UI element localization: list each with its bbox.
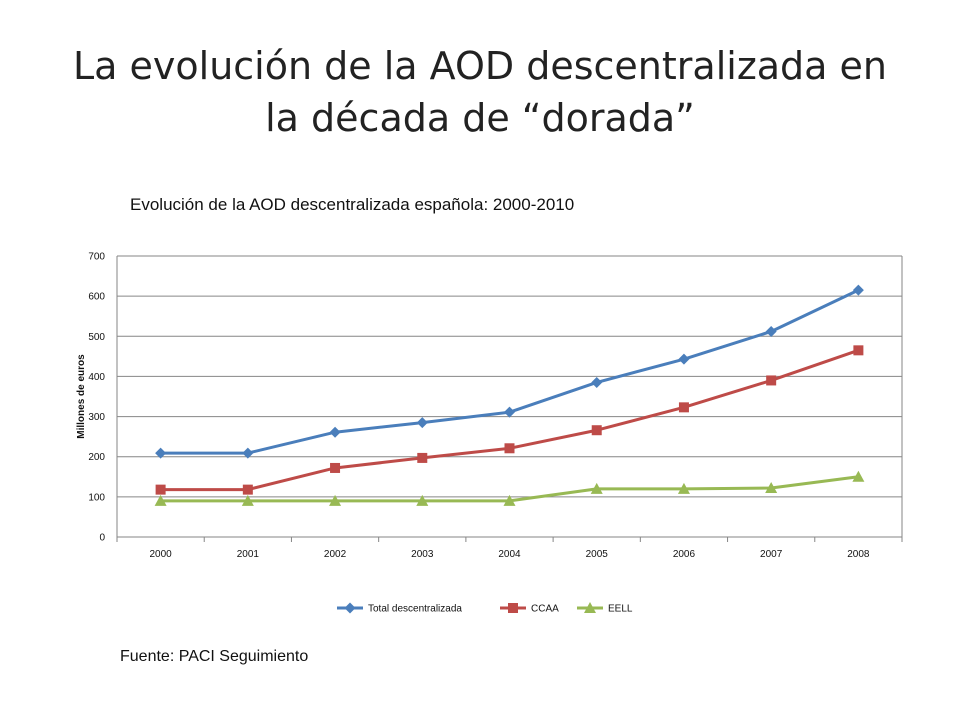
- x-tick-label: 2000: [149, 549, 172, 560]
- data-point: [504, 406, 515, 418]
- data-point: [591, 376, 603, 388]
- legend-item: EELL: [577, 602, 633, 615]
- x-tick-label: 2002: [324, 549, 347, 560]
- data-point: [330, 462, 341, 473]
- data-point: [853, 345, 864, 356]
- data-point: [852, 470, 865, 482]
- x-tick-label: 2004: [498, 549, 521, 560]
- slide-title: La evolución de la AOD descentralizada e…: [73, 44, 887, 140]
- data-point: [242, 484, 253, 495]
- x-axis-ticks: 2000 2001 2002 2003 2004 2005 2006 2007 2008: [149, 549, 869, 560]
- data-point: [417, 452, 428, 463]
- legend-label: Total descentralizada: [368, 604, 462, 615]
- y-tick-label: 0: [99, 533, 105, 544]
- x-tick-label: 2008: [847, 549, 870, 560]
- data-point: [503, 494, 516, 506]
- data-point: [241, 494, 254, 506]
- x-tick-label: 2003: [411, 549, 434, 560]
- y-tick-label: 100: [88, 492, 105, 503]
- y-tick-label: 700: [88, 252, 105, 263]
- source-note: Fuente: PACI Seguimiento: [120, 648, 309, 665]
- chart-series: [154, 284, 865, 506]
- data-point: [329, 426, 341, 438]
- y-axis-ticks: 0 100 200 300 400 500 600 700: [88, 252, 105, 544]
- chart-title: Evolución de la AOD descentralizada espa…: [130, 195, 575, 214]
- x-tick-label: 2005: [586, 549, 609, 560]
- data-point: [591, 425, 602, 436]
- legend-label: EELL: [608, 604, 633, 615]
- data-point: [766, 375, 777, 386]
- series-2: [154, 470, 865, 506]
- series-line: [160, 348, 859, 492]
- x-tick-label: 2007: [760, 549, 783, 560]
- series-0: [155, 284, 864, 459]
- data-point: [155, 484, 166, 495]
- y-tick-label: 600: [88, 292, 105, 303]
- data-point: [677, 482, 690, 494]
- y-axis-label: Millones de euros: [76, 354, 87, 439]
- legend-marker: [508, 603, 518, 613]
- data-point: [765, 325, 777, 337]
- data-point: [852, 284, 864, 296]
- data-point: [155, 447, 167, 459]
- data-point: [154, 494, 167, 506]
- y-tick-label: 400: [88, 372, 105, 383]
- y-tick-label: 500: [88, 332, 105, 343]
- legend-marker: [584, 602, 596, 613]
- legend-item: CCAA: [500, 603, 559, 615]
- data-point: [678, 353, 690, 365]
- series-1: [155, 345, 864, 495]
- legend-marker: [344, 602, 356, 614]
- data-point: [416, 417, 428, 429]
- data-point: [590, 482, 603, 494]
- data-point: [329, 494, 342, 506]
- y-tick-label: 300: [88, 412, 105, 423]
- data-point: [416, 494, 429, 506]
- data-point: [765, 482, 778, 494]
- data-point: [242, 447, 254, 459]
- y-tick-label: 200: [88, 452, 105, 463]
- data-point: [678, 402, 689, 413]
- series-line: [160, 288, 860, 455]
- chart-legend: Total descentralizada CCAA EELL: [337, 602, 633, 615]
- x-tick-label: 2006: [673, 549, 696, 560]
- legend-item: Total descentralizada: [337, 602, 462, 615]
- data-point: [504, 443, 515, 454]
- x-tick-label: 2001: [237, 549, 260, 560]
- legend-label: CCAA: [531, 604, 559, 615]
